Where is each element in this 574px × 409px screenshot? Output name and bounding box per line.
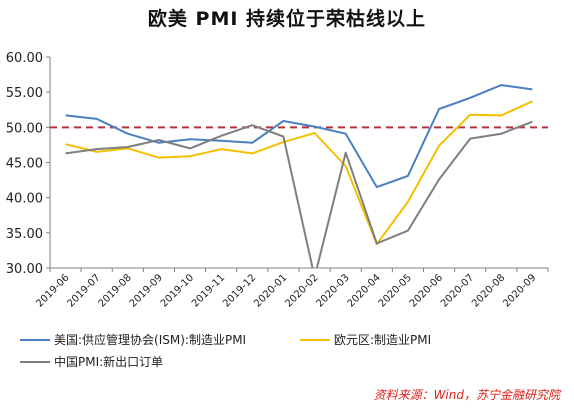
y-tick-label: 45.00 [6, 157, 43, 172]
legend-swatch-eu [300, 338, 330, 341]
x-tick-label: 2019-11 [190, 272, 227, 309]
legend-label-eu: 欧元区:制造业PMI [334, 333, 432, 347]
x-tick-label: 2019-06 [34, 272, 71, 309]
x-tick-label: 2019-07 [65, 272, 102, 309]
y-tick-label: 40.00 [6, 192, 43, 207]
x-tick-label: 2020-07 [439, 272, 476, 309]
chart-title: 欧美 PMI 持续位于荣枯线以上 [147, 8, 427, 30]
y-tick-label: 60.00 [6, 51, 43, 66]
series-line-cn [65, 120, 533, 268]
x-tick-label: 2020-03 [314, 272, 351, 309]
source-note: 资料来源：Wind，苏宁金融研究院 [373, 388, 560, 402]
y-tick-label: 30.00 [6, 262, 43, 277]
legend-swatch-cn [20, 360, 50, 363]
series-line-us [65, 84, 533, 189]
series-line-eu [65, 100, 533, 246]
x-tick-label: 2020-04 [346, 272, 383, 309]
y-tick-label: 50.00 [6, 121, 43, 136]
x-tick-label: 2019-09 [128, 272, 165, 309]
series-layer [65, 84, 533, 268]
x-tick-label: 2020-05 [377, 272, 414, 309]
x-tick-label: 2019-08 [97, 272, 134, 309]
x-tick-label: 2019-10 [159, 272, 196, 309]
x-tick-label: 2019-12 [221, 272, 258, 309]
legend-swatch-us [20, 338, 50, 341]
legend-item-eu: 欧元区:制造业PMI [300, 331, 431, 348]
x-tick-label: 2020-01 [252, 272, 289, 309]
legend-item-cn: 中国PMI:新出口订单 [20, 353, 163, 370]
x-tick-label: 2020-08 [470, 272, 507, 309]
x-tick-label: 2020-06 [408, 272, 445, 309]
legend-label-us: 美国:供应管理协会(ISM):制造业PMI [54, 333, 247, 347]
x-tick-label: 2020-02 [283, 272, 320, 309]
legend-item-us: 美国:供应管理协会(ISM):制造业PMI [20, 331, 246, 348]
y-tick-label: 55.00 [6, 86, 43, 101]
y-tick-label: 35.00 [6, 227, 43, 242]
legend-label-cn: 中国PMI:新出口订单 [54, 355, 164, 369]
axes: 30.00 35.00 40.00 45.00 50.00 55.00 60.00 2019-… [6, 51, 549, 310]
x-tick-label: 2020-09 [501, 272, 538, 309]
